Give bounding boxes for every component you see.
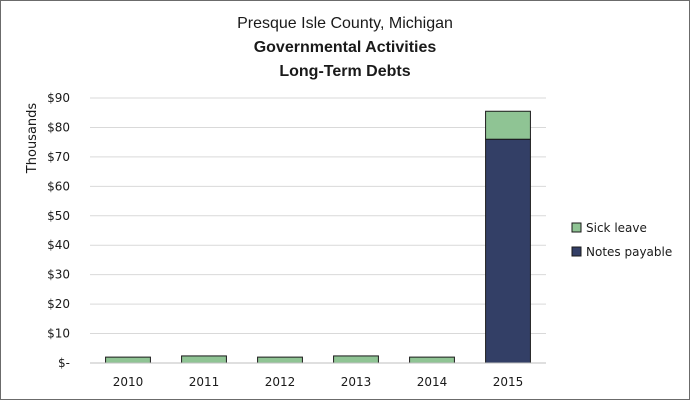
bar-sick-leave-2014 (409, 356, 455, 364)
bar-sick-leave-2015 (485, 110, 531, 140)
chart-subtitle-line-2: Long-Term Debts (279, 63, 410, 80)
y-tick-label: $80 (47, 120, 70, 134)
y-tick-label: $30 (47, 268, 70, 282)
chart-subtitle-line-1: Governmental Activities (254, 39, 437, 56)
bar-notes-payable-2015 (485, 138, 531, 364)
y-axis-title: Thousands (25, 103, 40, 175)
x-axis-ticks: 2010 2011 2012 2013 2014 2015 (113, 375, 524, 389)
bar-sick-leave-2010 (105, 356, 151, 364)
legend-swatch (571, 246, 582, 257)
bars (105, 110, 531, 364)
y-tick-label: $90 (47, 91, 70, 105)
gridlines (90, 97, 546, 335)
y-tick-label: $- (58, 356, 70, 370)
chart-title: Presque Isle County, Michigan (237, 15, 453, 32)
legend-label: Sick leave (586, 221, 647, 235)
y-tick-label: $20 (47, 297, 70, 311)
y-tick-label: $70 (47, 150, 70, 164)
x-tick-label: 2012 (265, 375, 296, 389)
x-tick-label: 2010 (113, 375, 144, 389)
bar-sick-leave-2012 (257, 356, 303, 364)
x-tick-label: 2011 (189, 375, 220, 389)
x-tick-label: 2014 (417, 375, 448, 389)
y-tick-label: $10 (47, 327, 70, 341)
bar-sick-leave-2011 (181, 355, 227, 364)
x-tick-label: 2015 (493, 375, 524, 389)
bar-sick-leave-2013 (333, 355, 379, 364)
y-axis-ticks: $- $10 $20 $30 $40 $50 $60 $70 $80 $90 (47, 91, 70, 370)
y-tick-label: $60 (47, 179, 70, 193)
legend-swatch (571, 222, 582, 233)
y-tick-label: $50 (47, 209, 70, 223)
legend: Sick leave Notes payable (571, 221, 672, 259)
y-tick-label: $40 (47, 238, 70, 252)
legend-label: Notes payable (586, 245, 672, 259)
x-tick-label: 2013 (341, 375, 372, 389)
